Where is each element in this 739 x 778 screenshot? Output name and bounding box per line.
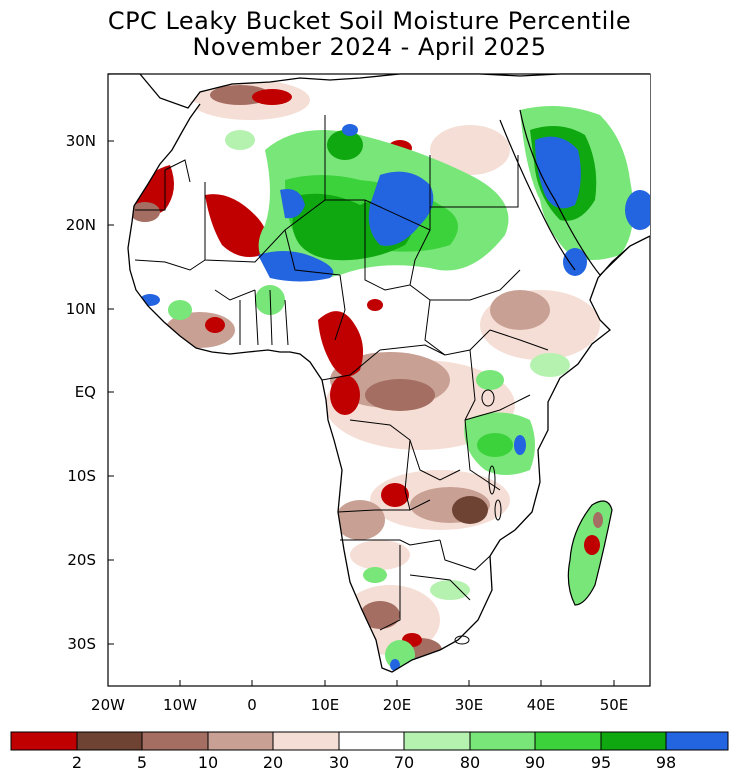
lat-label-20s: 20S [67, 551, 96, 569]
colorbar-swatch-30-70 [338, 731, 405, 751]
lon-label-20w: 20W [91, 696, 125, 714]
lat-label-10n: 10N [66, 300, 96, 318]
lon-label-10e: 10E [311, 696, 340, 714]
red-sea-coast [499, 109, 631, 276]
colorbar-label-2: 2 [72, 753, 82, 772]
lakes [454, 389, 502, 645]
colorbar: 2 5 10 20 30 70 80 90 95 98 [10, 731, 729, 772]
colorbar-swatch-above-98 [665, 731, 729, 751]
colorbar-label-70: 70 [394, 753, 414, 772]
colorbar-label-20: 20 [263, 753, 283, 772]
colorbar-swatch-90-95 [534, 731, 602, 751]
lat-label-10s: 10S [67, 467, 96, 485]
lat-label-30s: 30S [67, 635, 96, 653]
longitude-axis: 20W 10W 0 10E 20E 30E 40E 50E [91, 680, 628, 714]
colorbar-label-80: 80 [460, 753, 480, 772]
colorbar-label-10: 10 [198, 753, 218, 772]
lon-label-30e: 30E [455, 696, 484, 714]
lat-label-eq: EQ [75, 383, 96, 401]
map-title: CPC Leaky Bucket Soil Moisture Percentil… [107, 7, 632, 35]
colorbar-swatch-2-5 [76, 731, 143, 751]
colorbar-label-30: 30 [329, 753, 349, 772]
colorbar-swatch-below-2 [10, 731, 78, 751]
coastline [108, 73, 651, 673]
lat-label-20n: 20N [66, 216, 96, 234]
map-subtitle: November 2024 - April 2025 [192, 33, 547, 61]
lat-label-30n: 30N [66, 132, 96, 150]
lon-label-40e: 40E [527, 696, 556, 714]
colorbar-swatch-70-80 [403, 731, 471, 751]
colorbar-label-95: 95 [591, 753, 611, 772]
lon-label-20e: 20E [383, 696, 412, 714]
colorbar-label-5: 5 [137, 753, 147, 772]
lon-label-0: 0 [247, 696, 257, 714]
colorbar-swatch-95-98 [600, 731, 667, 751]
colorbar-label-90: 90 [525, 753, 545, 772]
lon-label-50e: 50E [600, 696, 629, 714]
colorbar-swatch-20-30 [272, 731, 340, 751]
latitude-axis: 30N 20N 10N EQ 10S 20S 30S [66, 132, 114, 653]
lon-label-10w: 10W [163, 696, 197, 714]
colorbar-swatch-10-20 [207, 731, 274, 751]
colorbar-label-98: 98 [656, 753, 676, 772]
colorbar-swatch-5-10 [141, 731, 209, 751]
colorbar-swatch-80-90 [469, 731, 536, 751]
country-borders [134, 115, 549, 631]
